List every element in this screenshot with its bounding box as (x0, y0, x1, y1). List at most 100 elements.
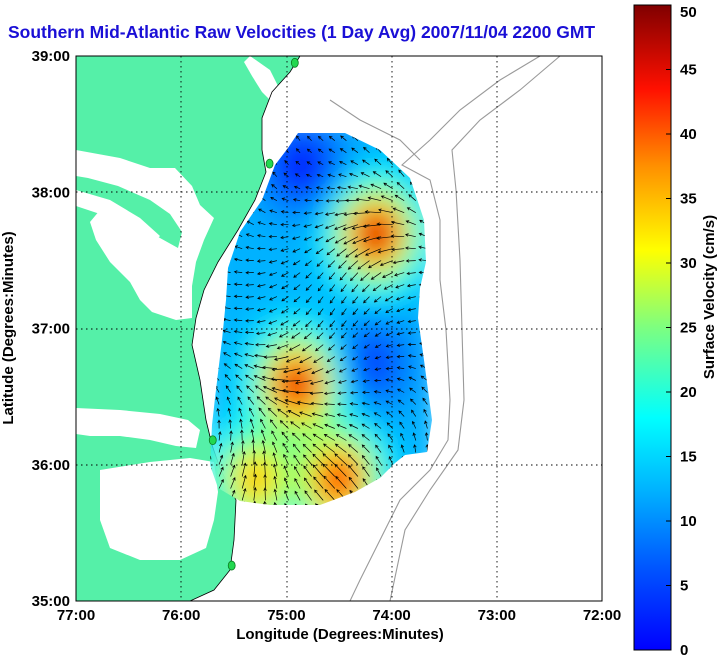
heatmap-cell (404, 421, 414, 434)
heatmap-cell (286, 344, 296, 357)
albemarle-sound (76, 408, 200, 448)
velocity-arrow (293, 454, 301, 465)
velocity-arrow (352, 308, 359, 316)
heatmap-cell (387, 279, 397, 292)
heatmap-cell (311, 224, 322, 237)
velocity-arrow (397, 399, 405, 405)
heatmap-cell (395, 399, 406, 412)
velocity-arrow (216, 407, 220, 417)
grid-lines (76, 56, 602, 601)
heatmap-cell (336, 377, 347, 390)
heatmap-cell (261, 486, 271, 499)
heatmap-cell (252, 475, 263, 488)
heatmap-cell (235, 432, 246, 444)
heatmap-cell (370, 323, 380, 335)
heatmap-cell (303, 344, 313, 357)
velocity-arrow (376, 467, 382, 477)
heatmap-cell (362, 453, 372, 466)
heatmap-cell (404, 290, 414, 303)
heatmap-cell (286, 290, 296, 303)
heatmap-cell (395, 257, 406, 270)
velocity-arrow (326, 356, 335, 363)
velocity-arrow (256, 396, 266, 405)
heatmap-cell (362, 257, 372, 270)
heatmap-cell (336, 388, 347, 401)
velocity-arrow (225, 385, 231, 393)
velocity-arrow (240, 429, 244, 441)
velocity-arrow (256, 284, 266, 288)
velocity-arrow (385, 308, 393, 313)
heatmap-cell (311, 257, 322, 270)
velocity-arrow (327, 344, 336, 351)
heatmap-cell (286, 159, 296, 172)
velocity-arrow (398, 169, 405, 177)
heatmap-cell (353, 464, 364, 477)
velocity-arrow (273, 356, 289, 361)
heatmap-cell (378, 421, 389, 434)
velocity-arrow (254, 385, 266, 393)
velocity-arrow (281, 197, 289, 202)
heatmap-cell (303, 224, 313, 237)
colorbar-tick-label: 25 (680, 320, 697, 337)
heatmap-cell (328, 377, 338, 390)
heatmap-cell (261, 290, 271, 303)
velocity-arrow (351, 284, 359, 293)
velocity-arrow (363, 356, 370, 360)
heatmap-cell (378, 410, 389, 423)
velocity-arrow (299, 356, 312, 364)
heatmap-cell (345, 344, 355, 357)
heatmap-cell (269, 333, 279, 346)
heatmap-cell (269, 388, 279, 401)
velocity-arrow (269, 296, 278, 301)
velocity-arrow (263, 487, 267, 501)
heatmap-cell (252, 442, 263, 455)
velocity-arrow (244, 330, 254, 335)
velocity-arrow (304, 198, 312, 203)
velocity-arrow (227, 407, 231, 417)
velocity-arrow (277, 408, 289, 417)
velocity-arrow (271, 387, 289, 393)
heatmap-cell (328, 486, 338, 499)
velocity-arrow (347, 185, 358, 190)
velocity-arrow (374, 158, 382, 165)
velocity-arrow (316, 332, 324, 340)
heatmap-cell (303, 486, 313, 499)
velocity-arrow (339, 272, 347, 281)
heatmap-cell (286, 453, 296, 466)
heatmap-cell (353, 323, 364, 335)
heatmap-cell (421, 432, 431, 444)
heatmap-cell (235, 312, 246, 325)
heatmap-cell (294, 214, 305, 226)
velocity-arrow (314, 236, 324, 242)
heatmap-cell (370, 290, 380, 303)
velocity-arrow (394, 272, 405, 277)
heatmap-cell (362, 203, 372, 216)
heatmap-cell (244, 486, 254, 499)
heatmap-cell (328, 475, 338, 488)
heatmap-cell (244, 323, 254, 335)
heatmap-cell (311, 235, 322, 248)
velocity-arrow (409, 387, 417, 393)
velocity-arrow (222, 340, 231, 345)
heatmap-cell (370, 148, 380, 161)
heatmap-cell (219, 464, 229, 477)
heatmap-cell (404, 410, 414, 423)
heatmap-cell (286, 475, 296, 488)
velocity-arrow (341, 308, 347, 316)
heatmap-cell (320, 432, 330, 444)
heatmap-cell (404, 235, 414, 248)
heatmap-cell (210, 453, 221, 466)
heatmap-cell (395, 246, 406, 259)
heatmap-cell (303, 192, 313, 205)
heatmap-cell (286, 148, 296, 161)
heatmap-cell (277, 464, 288, 477)
x-tick-label: 77:00 (57, 607, 95, 624)
velocity-arrow (217, 419, 221, 429)
velocity-arrow (263, 355, 277, 359)
heatmap-cell (261, 421, 271, 434)
velocity-arrow (258, 407, 266, 417)
heatmap-cell (336, 410, 347, 423)
heatmap-cell (378, 399, 389, 412)
heatmap-cell (370, 159, 380, 172)
velocity-arrow (374, 344, 382, 348)
